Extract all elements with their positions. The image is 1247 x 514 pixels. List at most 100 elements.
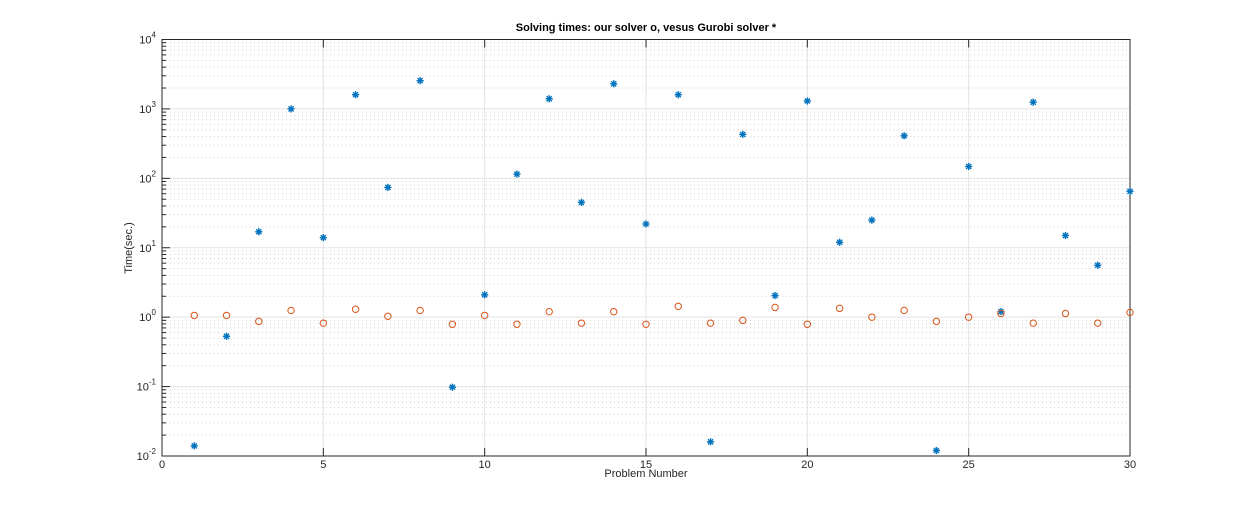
gurobi-comparison-point-circle xyxy=(255,317,263,326)
y-axis-label: Time(sec.) xyxy=(123,222,135,274)
gurobi-comparison-point-circle xyxy=(384,312,392,320)
x-tick-label: 25 xyxy=(963,459,975,471)
star-stroke xyxy=(1094,262,1101,269)
gurobi-comparison-point-circle xyxy=(513,320,521,328)
y-tick-label: 104 xyxy=(139,31,156,47)
star-stroke xyxy=(546,95,553,102)
gurobi-comparison-point-circle xyxy=(642,320,650,328)
star-stroke xyxy=(997,308,1004,315)
star-point xyxy=(803,97,811,105)
star-point xyxy=(610,80,618,88)
star-point xyxy=(287,105,295,113)
star-stroke xyxy=(610,80,617,87)
star-point xyxy=(836,238,844,246)
gurobi-comparison-point-circle xyxy=(835,304,844,313)
chart-title: Solving times: our solver o, vesus Gurob… xyxy=(516,22,777,34)
star-stroke xyxy=(739,131,746,138)
star-stroke xyxy=(449,384,456,391)
star-point xyxy=(1126,187,1134,195)
star-stroke xyxy=(675,91,682,98)
star-point xyxy=(932,446,940,455)
star-stroke xyxy=(417,77,424,84)
gurobi-comparison-point-circle xyxy=(771,303,779,312)
gurobi-comparison-point-circle xyxy=(480,311,489,320)
gurobi-comparison-point-circle xyxy=(319,319,328,327)
gurobi-comparison-point-circle xyxy=(1061,309,1070,318)
star-point xyxy=(642,220,650,228)
star-stroke xyxy=(352,91,359,98)
star-point xyxy=(190,442,198,450)
star-stroke xyxy=(836,239,843,246)
gurobi-comparison-point-circle xyxy=(190,311,198,320)
star-stroke xyxy=(384,184,391,191)
gurobi-comparison-point-circle xyxy=(900,306,908,315)
x-tick-label: 30 xyxy=(1124,459,1136,471)
gurobi-comparison-point-circle xyxy=(545,307,553,316)
star-point xyxy=(674,91,682,99)
star-point xyxy=(577,198,586,207)
star-point xyxy=(319,234,327,242)
gurobi-comparison-point-circle xyxy=(1029,319,1037,327)
y-tick-label: 10-2 xyxy=(137,447,157,463)
data-marks xyxy=(190,77,1134,455)
star-stroke xyxy=(772,292,779,299)
star-point xyxy=(771,291,779,300)
y-tick-label: 100 xyxy=(139,308,156,324)
gurobi-comparison-point-circle xyxy=(964,313,973,321)
star-point xyxy=(352,91,360,99)
star-stroke xyxy=(191,442,198,449)
star-stroke xyxy=(707,438,714,445)
star-point xyxy=(513,170,521,178)
gurobi-comparison-point-circle xyxy=(706,319,715,327)
star-point xyxy=(868,216,876,224)
star-stroke xyxy=(320,234,327,241)
y-tick-label: 10-1 xyxy=(137,378,157,394)
star-point xyxy=(416,77,424,85)
star-point xyxy=(545,95,553,103)
star-point xyxy=(255,228,263,236)
gurobi-comparison-point-circle xyxy=(739,316,747,325)
x-tick-label: 0 xyxy=(159,459,165,471)
gurobi-comparison-point-circle xyxy=(351,305,360,313)
gurobi-comparison-point-circle xyxy=(448,320,457,328)
star-point xyxy=(1094,261,1102,269)
star-point xyxy=(739,130,747,138)
star-stroke xyxy=(642,220,650,228)
ticks: 10-2 10-1 100 101 102 103 104 0 5 10 15 20 25 30 xyxy=(137,31,1137,472)
gurobi-comparison-point-circle xyxy=(932,317,941,326)
star-stroke xyxy=(578,199,585,206)
star-stroke xyxy=(868,217,875,224)
star-stroke xyxy=(1030,99,1037,106)
grid xyxy=(161,39,1131,457)
x-tick-label: 20 xyxy=(801,459,813,471)
gurobi-comparison-point-circle xyxy=(997,309,1005,318)
x-axis-label: Problem Number xyxy=(604,468,687,480)
star-point xyxy=(222,332,231,340)
gurobi-comparison-point-circle xyxy=(1126,308,1134,317)
star-stroke xyxy=(513,171,520,178)
gurobi-comparison-point-circle xyxy=(287,306,295,315)
gurobi-comparison-point-circle xyxy=(803,320,812,328)
star-stroke xyxy=(901,132,908,139)
y-tick-label: 103 xyxy=(139,100,156,116)
star-stroke xyxy=(1126,188,1134,195)
gurobi-comparison-point-circle xyxy=(610,307,618,316)
star-point xyxy=(1029,98,1037,106)
star-point xyxy=(384,183,392,192)
star-stroke xyxy=(1062,232,1069,239)
x-tick-label: 15 xyxy=(640,459,652,471)
star-point xyxy=(448,383,456,391)
gurobi-comparison-point-circle xyxy=(674,302,682,311)
x-tick-label: 10 xyxy=(479,459,491,471)
star-point xyxy=(706,438,715,446)
star-point xyxy=(1061,231,1070,240)
star-point xyxy=(481,291,489,299)
star-stroke xyxy=(288,105,295,112)
gurobi-comparison-point-circle xyxy=(577,319,586,327)
gurobi-comparison-point-circle xyxy=(222,311,231,320)
star-stroke xyxy=(933,447,940,454)
y-tick-label: 102 xyxy=(139,169,156,185)
star-stroke xyxy=(255,228,262,235)
gurobi-comparison-point-circle xyxy=(868,313,876,321)
